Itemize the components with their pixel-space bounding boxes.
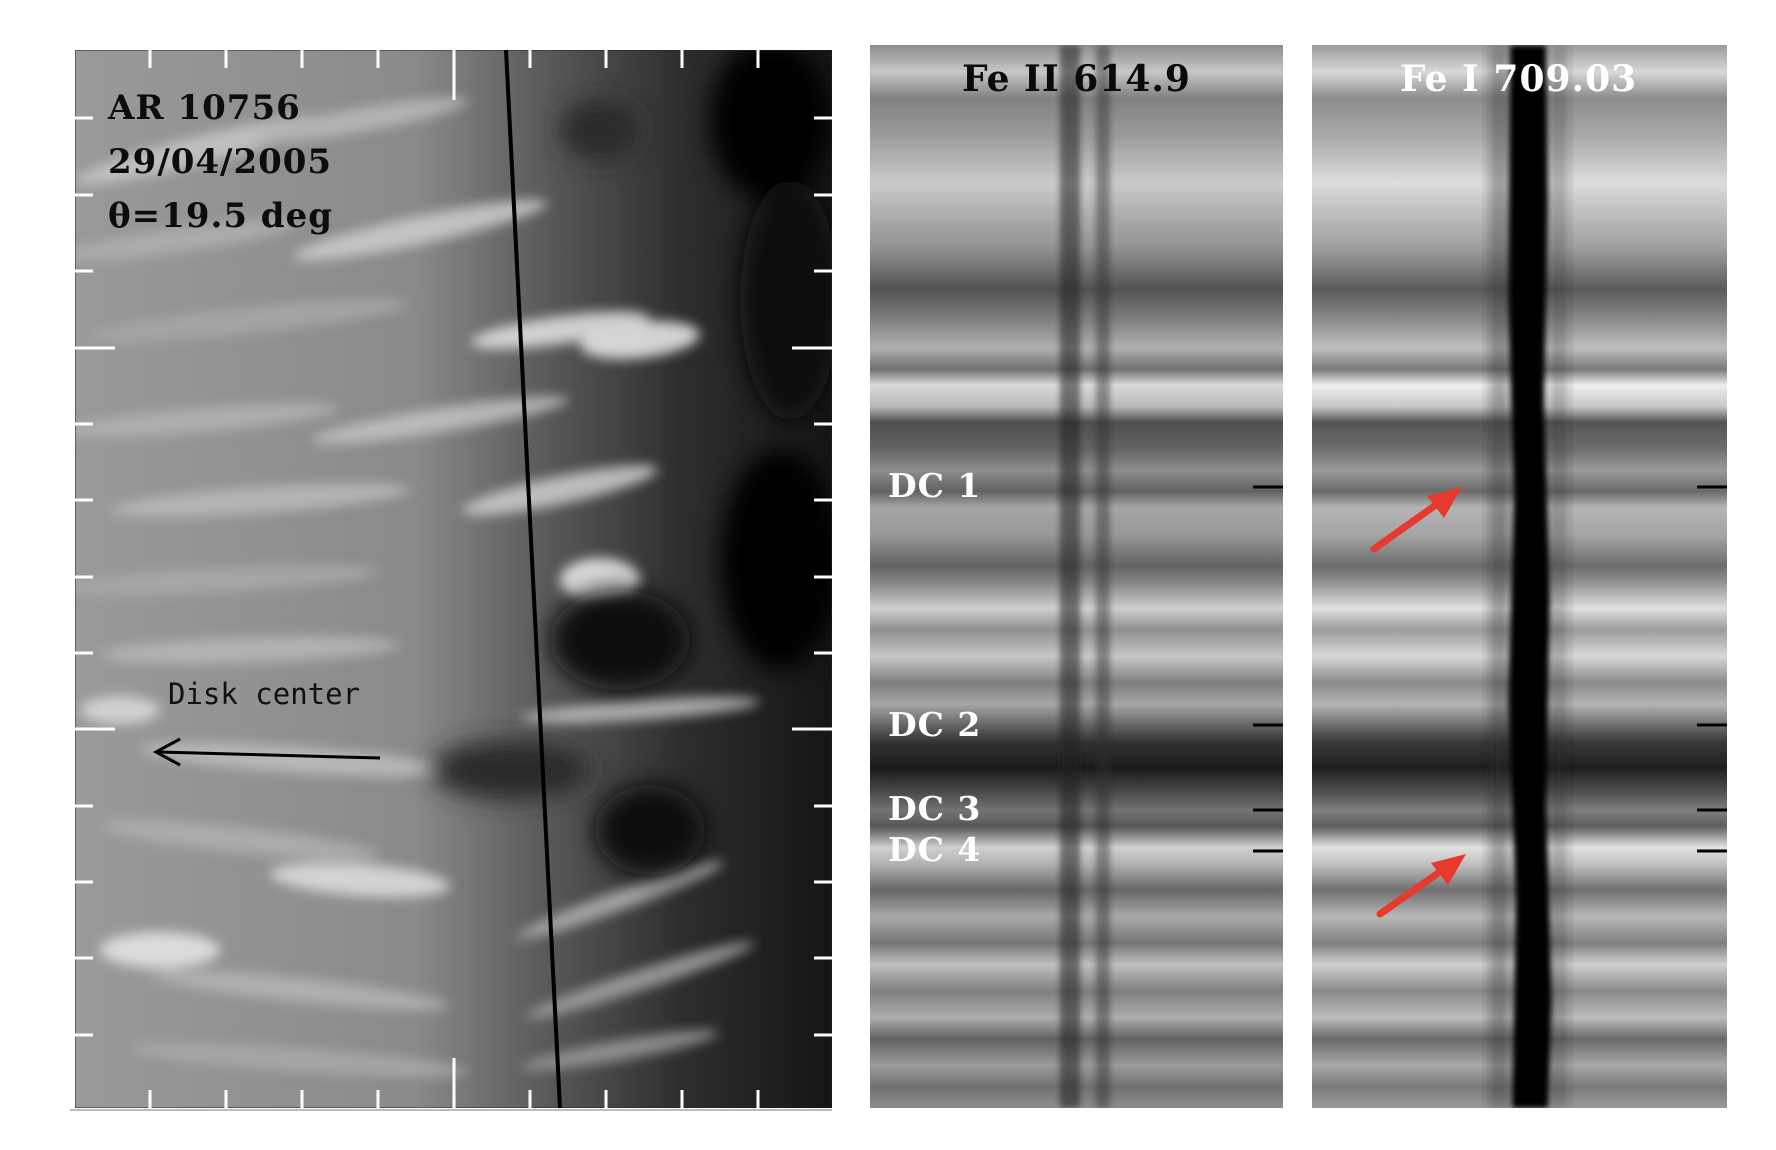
penumbra-image — [75, 50, 832, 1108]
fe2-spectrum-panel — [870, 45, 1283, 1108]
fe1-title: Fe I 709.03 — [1400, 58, 1638, 100]
angle-label: θ=19.5 deg — [108, 196, 333, 236]
fe2-title: Fe II 614.9 — [962, 58, 1191, 100]
left-panel-ticks — [75, 50, 832, 1108]
marker-dc1: DC 1 — [888, 466, 982, 505]
marker-dc3: DC 3 — [888, 789, 982, 828]
fe1-spectrum-panel — [1312, 45, 1727, 1108]
marker-dc2: DC 2 — [888, 705, 982, 744]
marker-dc4: DC 4 — [888, 830, 982, 869]
disk-center-arrow — [152, 737, 381, 767]
disk-center-label: Disk center — [168, 677, 361, 711]
date-label: 29/04/2005 — [108, 142, 333, 182]
red-arrow-dc4 — [1376, 854, 1466, 918]
red-arrow-dc1 — [1370, 487, 1462, 553]
fe2-marker-ticks — [1253, 485, 1283, 853]
slit-line — [504, 49, 562, 1109]
fe1-marker-ticks — [1697, 485, 1727, 853]
active-region-label: AR 10756 — [108, 88, 301, 128]
